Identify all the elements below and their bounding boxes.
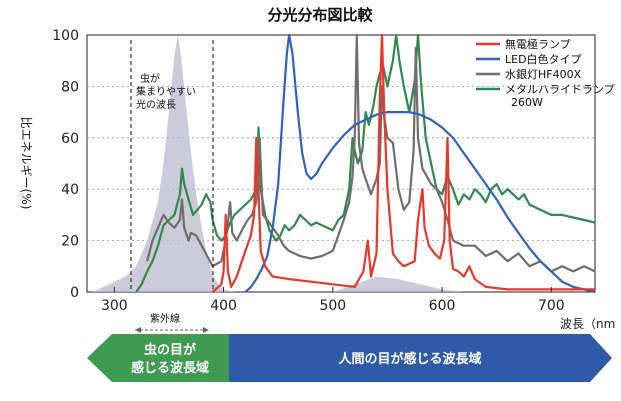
legend-label-0: 無電極ランプ [505,37,571,51]
y-tick-3: 60 [61,131,79,147]
legend-label-3b: 260W [511,96,543,109]
x-tick-1: 400 [210,298,237,314]
uv-arrow-left-icon [135,327,141,333]
peak-note-line-3: 光の波長 [136,98,176,111]
human-range-label: 人間の目が感じる波長域 [338,351,481,367]
series-line-2 [146,33,596,273]
y-tick-2: 40 [61,182,79,198]
y-axis-title: 比エネルギー(%) [19,117,33,210]
human-range-arrow [229,334,612,382]
x-tick-3: 600 [429,298,456,314]
tick-layer: 0 20 40 60 80 100 300 400 500 600 700 [52,28,564,314]
x-tick-4: 700 [538,298,565,314]
peak-note-line-1: 虫が [140,72,160,85]
legend-label-1: LED白色タイプ [505,52,582,66]
legend: 無電極ランプ LED白色タイプ 水銀灯HF400X メタルハライドランプ 260… [476,37,615,109]
series-line-1 [244,33,596,294]
y-tick-1: 20 [61,234,79,250]
wavelength-range-arrows: 虫の目が 感じる波長域 人間の目が感じる波長域 [87,334,612,382]
y-tick-5: 100 [52,28,79,44]
insect-range-label-1: 虫の目が [144,342,196,358]
x-tick-2: 500 [319,298,346,314]
series-line-0 [211,33,595,293]
x-tick-0: 300 [101,298,128,314]
legend-label-3: メタルハライドランプ [505,83,615,96]
y-tick-0: 0 [70,285,79,301]
peak-note-line-2: 集まりやすい [136,85,196,98]
y-axis-title-group: 比エネルギー(%) [19,117,33,210]
uv-label: 紫外線 [150,312,180,325]
insect-range-label-2: 感じる波長域 [131,360,209,376]
legend-label-2: 水銀灯HF400X [505,67,582,81]
series-layer [92,33,596,294]
chart-title: 分光分布図比較 [267,6,373,24]
peak-annotation: 虫が 集まりやすい 光の波長 [136,72,196,111]
uv-arrow-right-icon [203,327,209,333]
x-axis-title: 波長（nm [560,317,615,331]
uv-range-indicator: 紫外線 [135,312,209,333]
y-tick-4: 80 [61,79,79,95]
insect-range-arrow [87,334,229,382]
series-line-3 [135,33,596,293]
